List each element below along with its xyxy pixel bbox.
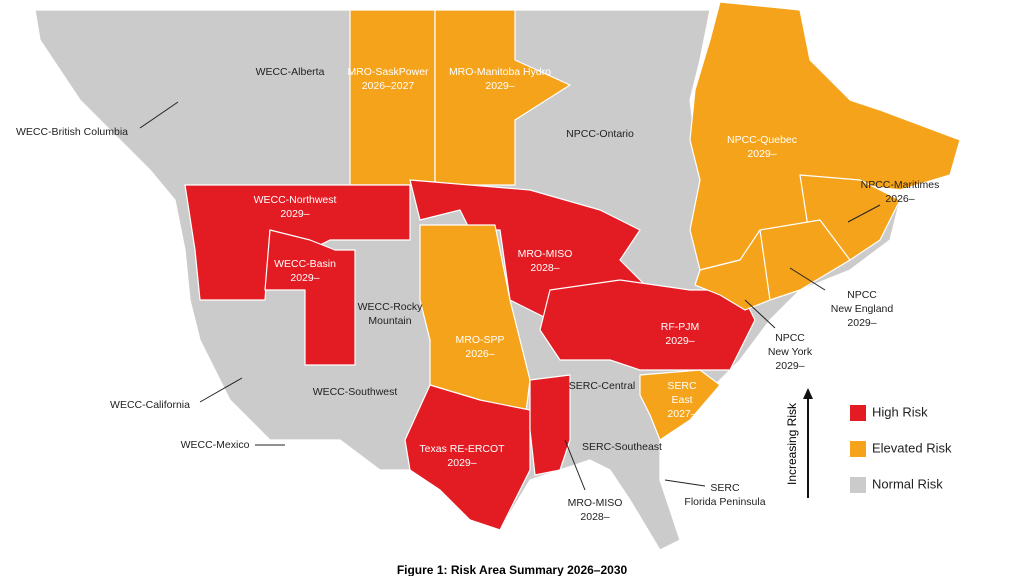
labels: WECC-British Columbia WECC-Alberta MRO-Sas… [16, 66, 939, 523]
region-label: WECC-Basin [274, 258, 336, 270]
region-label: MRO-MISO [568, 497, 623, 509]
region-shape [404, 384, 531, 531]
leader-line [564, 439, 586, 491]
region-label: WECC-Alberta [256, 66, 325, 78]
region-label: 2026–2027 [362, 80, 415, 92]
region-label: WECC-Southwest [313, 386, 398, 398]
region-label: 2026– [885, 193, 914, 205]
region-label: 2028– [580, 511, 609, 523]
legend-label: Normal Risk [872, 476, 943, 491]
region-label: 2027– [667, 408, 696, 420]
region-label: New York [768, 346, 813, 358]
region-label: NPCC-Maritimes [861, 179, 940, 191]
leader-line [744, 299, 776, 329]
region-label: SERC-Southeast [582, 441, 662, 453]
region-label: 2029– [747, 148, 776, 160]
leader-line [789, 267, 826, 291]
region-label: Florida Peninsula [684, 496, 765, 508]
region-label: MRO-SaskPower [347, 66, 429, 78]
caption: Figure 1: Risk Area Summary 2026–2030 [397, 563, 628, 576]
legend-label: Elevated Risk [872, 440, 952, 455]
region-label: MRO-Manitoba Hydro [449, 66, 551, 78]
region-label: MRO-MISO [518, 248, 573, 260]
region-shape [349, 9, 436, 186]
legend-label: High Risk [872, 404, 928, 419]
region-label: NPCC [775, 332, 805, 344]
legend-swatch [850, 477, 866, 493]
region-label: SERC [667, 380, 697, 392]
leader-line [847, 204, 881, 223]
leader-line [139, 101, 179, 129]
region-label: NPCC [847, 289, 877, 301]
region-label: Mountain [368, 315, 411, 327]
region-shape [539, 279, 756, 371]
risk-arrow-head [803, 388, 813, 399]
region-label: RF-PJM [661, 321, 700, 333]
region-label: 2029– [290, 272, 319, 284]
region-shape [694, 229, 771, 311]
region-label: Texas RE-ERCOT [419, 443, 505, 455]
region-label: 2029– [847, 317, 876, 329]
legend-swatch [850, 441, 866, 457]
region-label: NPCC-Quebec [727, 134, 797, 146]
region-label: WECC-Mexico [181, 439, 250, 451]
region-label: 2029– [485, 80, 514, 92]
region-label: WECC-Northwest [254, 194, 337, 206]
legend-swatch [850, 405, 866, 421]
region-label: 2029– [775, 360, 804, 372]
region-shape [639, 369, 721, 441]
region-label: 2029– [447, 457, 476, 469]
region-label: 2029– [665, 335, 694, 347]
region-label: WECC-British Columbia [16, 126, 128, 138]
region-shape [529, 374, 571, 476]
region-label: NPCC-Ontario [566, 128, 634, 140]
region-label: SERC-Central [569, 380, 636, 392]
region-label: SERC [710, 482, 740, 494]
region-label: 2029– [280, 208, 309, 220]
legend-axis-label: Increasing Risk [785, 402, 799, 485]
leader-line [199, 377, 243, 403]
leader-line [664, 479, 706, 487]
region-label: 2028– [530, 262, 559, 274]
region-label: MRO-SPP [455, 334, 504, 346]
regions [184, 1, 961, 531]
region-label: 2026– [465, 348, 494, 360]
region-label: WECC-Rocky [358, 301, 423, 313]
region-label: New England [831, 303, 894, 315]
region-label: East [671, 394, 692, 406]
region-label: WECC-California [110, 399, 190, 411]
region-shape [264, 229, 356, 366]
